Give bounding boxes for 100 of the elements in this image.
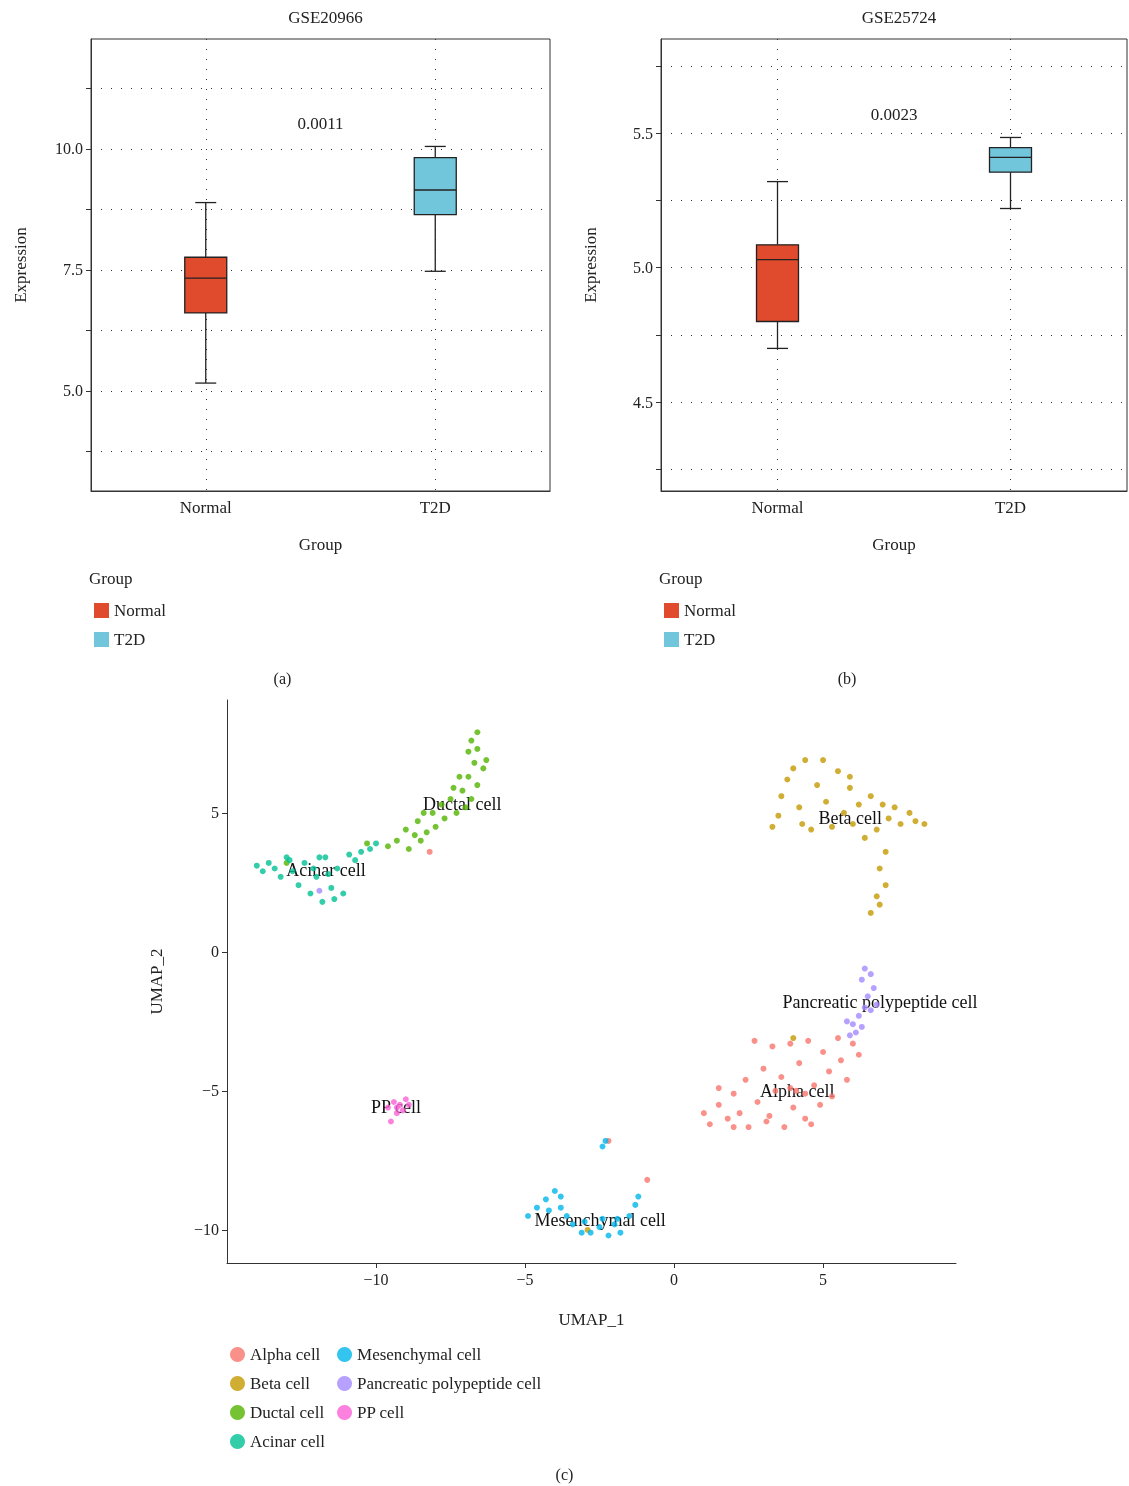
- annotation: Pancreatic polypeptide cell: [782, 991, 978, 1012]
- point: [265, 859, 272, 866]
- point: [843, 1076, 850, 1083]
- point: [823, 798, 830, 805]
- point: [802, 757, 809, 764]
- text: (a): [273, 669, 292, 688]
- legend-label: T2D: [684, 630, 716, 649]
- point: [882, 848, 889, 855]
- point: [432, 823, 439, 830]
- point: [605, 1232, 612, 1239]
- point: [843, 1018, 850, 1025]
- y-tick-label: 0: [211, 943, 219, 961]
- point: [837, 1057, 844, 1064]
- legend-label: Mesenchymal cell: [357, 1345, 482, 1364]
- point: [316, 854, 323, 861]
- y-tick-label: 7.5: [63, 261, 83, 279]
- point: [465, 748, 472, 755]
- legend-label: Alpha cell: [250, 1345, 321, 1364]
- point: [393, 837, 400, 844]
- point: [730, 1090, 737, 1097]
- point: [787, 1040, 794, 1047]
- point: [644, 1176, 651, 1183]
- point: [799, 821, 806, 827]
- point: [557, 1204, 564, 1211]
- point: [471, 759, 478, 766]
- point: [724, 1115, 731, 1122]
- point: [367, 846, 374, 853]
- point: [754, 1099, 761, 1106]
- legend-label: T2D: [114, 630, 146, 649]
- x-tick-label: 5: [819, 1270, 828, 1288]
- point: [417, 837, 424, 844]
- chart-title: GSE25724: [861, 8, 937, 27]
- point: [736, 1110, 743, 1117]
- point: [384, 843, 391, 850]
- point: [387, 1118, 394, 1125]
- point: [781, 1124, 788, 1131]
- point: [820, 1048, 827, 1055]
- point: [715, 1101, 722, 1108]
- point: [778, 793, 785, 800]
- legend-title: Group: [659, 569, 703, 588]
- text: (c): [555, 1465, 574, 1484]
- annotation: Beta cell: [818, 807, 882, 828]
- y-axis-title: Expression: [11, 226, 30, 303]
- x-tick-label: Normal: [751, 498, 804, 517]
- point: [805, 1037, 812, 1044]
- point: [855, 1051, 862, 1058]
- y-tick-label: 5.0: [633, 259, 653, 277]
- point: [474, 729, 481, 736]
- point: [891, 804, 898, 811]
- y-tick-label: 5.5: [633, 124, 653, 142]
- point: [769, 823, 776, 830]
- point: [373, 840, 380, 847]
- point: [346, 851, 353, 858]
- point: [858, 1023, 865, 1030]
- point: [525, 1213, 532, 1220]
- point: [715, 1085, 722, 1092]
- point: [459, 787, 466, 794]
- point: [775, 812, 782, 819]
- point: [411, 832, 418, 839]
- point: [405, 846, 412, 853]
- point: [483, 757, 490, 764]
- point: [855, 801, 862, 808]
- y-axis-title: Expression: [581, 226, 600, 303]
- x-tick-label: Normal: [179, 498, 232, 517]
- point: [820, 757, 827, 764]
- legend-label: Normal: [114, 601, 167, 620]
- point: [873, 893, 880, 900]
- point: [858, 976, 865, 983]
- point: [870, 985, 877, 992]
- x-tick-label: T2D: [419, 498, 451, 517]
- point: [414, 818, 421, 825]
- point: [331, 896, 338, 903]
- point: [441, 815, 448, 822]
- point: [340, 890, 347, 897]
- y-tick-label: −10: [193, 1221, 219, 1239]
- annotation: Alpha cell: [759, 1080, 835, 1101]
- point: [855, 1012, 862, 1019]
- point: [423, 829, 430, 836]
- point: [316, 887, 323, 894]
- point: [834, 768, 841, 775]
- point: [846, 1032, 853, 1039]
- point: [790, 1035, 797, 1042]
- point: [763, 1118, 770, 1125]
- point: [849, 1021, 856, 1028]
- point: [632, 1201, 639, 1208]
- point: [730, 1124, 737, 1131]
- y-tick-label: 5: [211, 804, 219, 822]
- point: [846, 773, 853, 780]
- point: [861, 834, 868, 841]
- legend-title: Group: [89, 569, 133, 588]
- point: [456, 773, 463, 780]
- y-tick-label: 4.5: [633, 393, 653, 411]
- y-tick-label: 10.0: [55, 140, 83, 158]
- point: [450, 784, 457, 791]
- y-tick-label: 5.0: [63, 382, 83, 400]
- legend-label: Ductal cell: [250, 1403, 325, 1422]
- point: [766, 1112, 773, 1119]
- x-tick-label: 0: [670, 1270, 679, 1288]
- point: [808, 1121, 815, 1128]
- point: [790, 765, 797, 772]
